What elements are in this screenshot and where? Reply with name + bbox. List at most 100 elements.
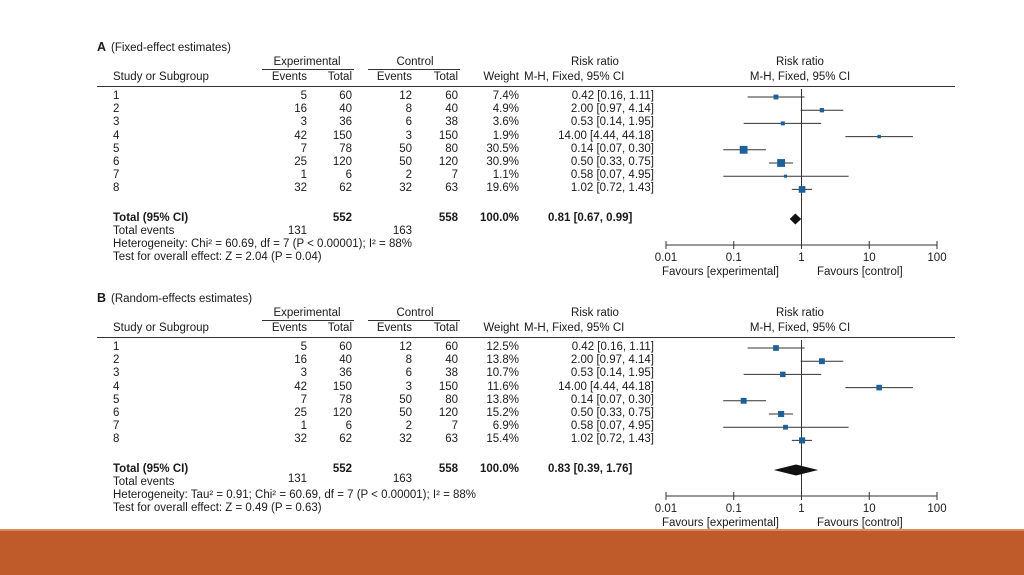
cell-ci: 2.00 [0.97, 4.14]	[570, 354, 654, 367]
overall-effect-text: Test for overall effect: Z = 2.04 (P = 0…	[113, 251, 322, 263]
total-exp: 552	[332, 212, 352, 224]
x-tick-label: 10	[863, 252, 876, 264]
cell-ctl-total: 80	[445, 393, 458, 406]
cell-weight: 10.7%	[486, 367, 519, 380]
cell-exp-total: 150	[332, 129, 352, 142]
cell-weight: 30.5%	[486, 142, 519, 155]
header-events-exp: Events	[271, 71, 307, 83]
cell-exp-events: 3	[300, 367, 307, 380]
cell-weight: 15.4%	[486, 433, 519, 446]
header-method: M-H, Fixed, 95% CI	[524, 71, 625, 83]
pooled-diamond	[773, 464, 819, 476]
cell-study: 2	[113, 103, 120, 116]
cell-exp-total: 78	[339, 142, 352, 155]
total-events-label: Total events	[113, 476, 175, 488]
panel-title: (Random-effects estimates)	[111, 293, 253, 305]
cell-exp-total: 120	[332, 407, 352, 419]
cell-exp-events: 7	[300, 393, 307, 406]
header-total-ctl: Total	[433, 322, 458, 334]
total-events-exp: 131	[287, 473, 307, 485]
cell-ci: 0.58 [0.07, 4.95]	[570, 169, 654, 182]
cell-ctl-events: 32	[399, 433, 412, 446]
header-rule	[97, 86, 955, 87]
header-plot-title: Risk ratio	[776, 307, 824, 319]
cell-ctl-events: 12	[399, 341, 412, 353]
x-tick-label: 0.01	[655, 503, 677, 515]
header-underline	[368, 69, 460, 70]
cell-ctl-total: 80	[445, 142, 458, 155]
cell-study: 3	[113, 116, 120, 129]
x-tick-label: 1	[798, 252, 804, 264]
cell-ci: 1.02 [0.72, 1.43]	[570, 433, 654, 446]
total-label: Total (95% CI)	[113, 463, 189, 475]
cell-exp-events: 1	[300, 169, 307, 182]
point-estimate-marker	[740, 397, 747, 404]
cell-ctl-total: 40	[445, 354, 458, 367]
total-ctl: 558	[438, 212, 458, 224]
total-weight: 100.0%	[479, 463, 519, 475]
cell-exp-total: 40	[339, 103, 352, 116]
cell-study: 6	[113, 156, 120, 168]
header-control: Control	[396, 56, 434, 68]
cell-ctl-total: 7	[451, 169, 458, 182]
cell-ctl-events: 12	[399, 90, 412, 102]
cell-ctl-events: 50	[399, 393, 412, 406]
header-experimental: Experimental	[273, 307, 341, 319]
cell-ci: 0.42 [0.16, 1.11]	[571, 90, 654, 102]
cell-weight: 13.8%	[486, 393, 519, 406]
favours-experimental: Favours [experimental]	[662, 517, 779, 529]
cell-ci: 0.14 [0.07, 0.30]	[570, 142, 654, 155]
total-ci: 0.81 [0.67, 0.99]	[548, 212, 633, 224]
point-estimate-marker	[877, 134, 881, 139]
cell-exp-events: 32	[294, 182, 307, 195]
header-total-exp: Total	[327, 322, 352, 334]
cell-exp-events: 25	[294, 407, 307, 419]
footer-accent-line	[0, 529, 1024, 531]
header-rule	[97, 337, 955, 338]
cell-study: 4	[113, 129, 120, 142]
cell-ctl-total: 38	[445, 116, 458, 129]
header-underline	[262, 320, 354, 321]
header-events-exp: Events	[271, 322, 307, 334]
cell-ctl-total: 7	[451, 420, 458, 433]
cell-weight: 12.5%	[486, 341, 519, 353]
cell-ctl-total: 40	[445, 103, 458, 116]
header-underline	[262, 69, 354, 70]
cell-study: 6	[113, 407, 120, 419]
header-risk-ratio: Risk ratio	[571, 307, 619, 319]
cell-exp-events: 1	[300, 420, 307, 433]
cell-ctl-events: 8	[405, 103, 412, 116]
point-estimate-marker	[780, 121, 785, 126]
cell-ci: 0.58 [0.07, 4.95]	[570, 420, 654, 433]
cell-weight: 1.9%	[492, 129, 519, 142]
footer-band	[0, 531, 1024, 575]
cell-exp-total: 6	[345, 420, 352, 433]
total-events-label: Total events	[113, 225, 175, 237]
cell-ci: 0.14 [0.07, 0.30]	[570, 393, 654, 406]
header-plot-method: M-H, Fixed, 95% CI	[749, 71, 851, 83]
header-experimental: Experimental	[273, 56, 341, 68]
total-ctl: 558	[438, 463, 458, 475]
cell-study: 4	[113, 380, 120, 393]
x-tick-label: 0.01	[655, 252, 677, 264]
total-events-exp: 131	[287, 225, 307, 237]
cell-weight: 4.9%	[492, 103, 519, 116]
point-estimate-marker	[773, 94, 779, 100]
header-underline	[368, 320, 460, 321]
cell-ctl-events: 2	[405, 169, 412, 182]
panel-label: B	[97, 291, 107, 305]
header-control: Control	[396, 307, 434, 319]
point-estimate-marker	[778, 410, 785, 418]
forest-plot-a: 0.01 0.1 1 10 100	[655, 89, 947, 264]
cell-exp-events: 5	[300, 90, 307, 102]
header-plot-method: M-H, Fixed, 95% CI	[749, 322, 851, 334]
cell-ci: 0.42 [0.16, 1.11]	[571, 341, 654, 353]
cell-ctl-events: 2	[405, 420, 412, 433]
favours-control: Favours [control]	[817, 517, 903, 529]
cell-exp-events: 42	[294, 380, 307, 393]
cell-exp-events: 3	[300, 116, 307, 129]
cell-exp-events: 5	[300, 341, 307, 353]
header-plot-title: Risk ratio	[776, 56, 824, 68]
cell-exp-total: 36	[339, 367, 352, 380]
cell-exp-total: 62	[339, 433, 352, 446]
